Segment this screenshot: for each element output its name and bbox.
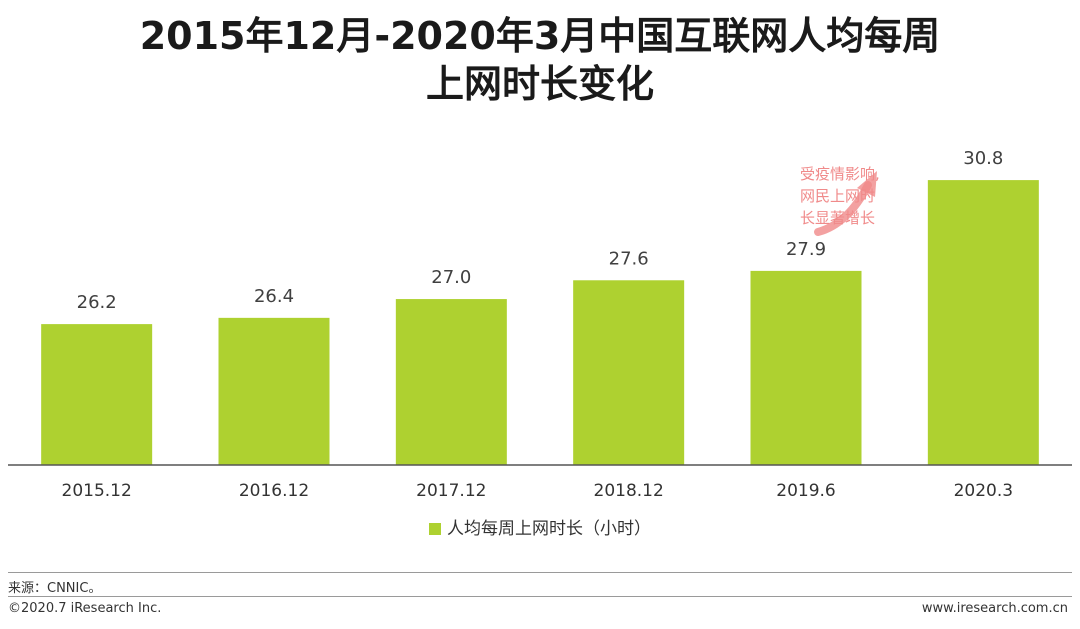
x-tick-label: 2019.6 — [776, 481, 835, 500]
bar-2019.6 — [750, 270, 862, 465]
legend-swatch — [429, 523, 441, 535]
bar-2016.12 — [218, 317, 330, 465]
data-label: 27.6 — [609, 248, 649, 269]
source-note: 来源：CNNIC。 — [8, 581, 102, 596]
data-label: 26.2 — [77, 292, 117, 313]
footer-divider-top — [8, 572, 1072, 573]
x-tick-label: 2016.12 — [239, 481, 309, 500]
bar-2017.12 — [395, 299, 507, 465]
annotation-line: 长显著增长 — [800, 209, 875, 227]
bar-2018.12 — [573, 280, 685, 465]
annotation-line: 受疫情影响, — [800, 165, 880, 183]
annotation-arrowhead — [857, 171, 877, 197]
chart-title: 2015年12月-2020年3月中国互联网人均每周 上网时长变化 — [0, 12, 1080, 108]
data-label: 26.4 — [254, 286, 294, 307]
bar-chart: 26.2 2015.12 26.4 2016.12 27.0 2017.12 27.6 201… — [8, 148, 1072, 500]
legend-label: 人均每周上网时长（小时） — [447, 519, 651, 539]
x-tick-label: 2018.12 — [594, 481, 664, 500]
legend: 人均每周上网时长（小时） — [0, 514, 1080, 539]
annotation-line: 网民上网时 — [800, 187, 875, 205]
annotation-arrow — [814, 181, 872, 236]
data-label: 27.0 — [431, 267, 471, 288]
title-line-1: 2015年12月-2020年3月中国互联网人均每周 — [139, 14, 941, 58]
bar-2020.3 — [927, 180, 1039, 466]
x-tick-label: 2020.3 — [954, 481, 1013, 500]
data-label: 30.8 — [963, 148, 1003, 169]
title-line-2: 上网时长变化 — [425, 62, 654, 106]
x-tick-label: 2017.12 — [416, 481, 486, 500]
footer-divider-bottom — [8, 596, 1072, 597]
data-label: 27.9 — [786, 239, 826, 260]
x-tick-label: 2015.12 — [62, 481, 132, 500]
bar-2015.12 — [41, 324, 153, 465]
copyright: ©2020.7 iResearch Inc. — [8, 601, 162, 616]
website: www.iresearch.com.cn — [921, 601, 1068, 616]
